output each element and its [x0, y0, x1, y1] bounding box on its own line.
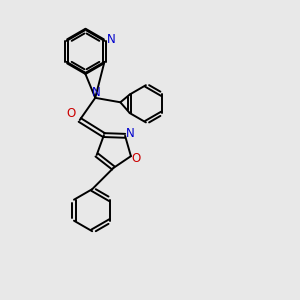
Text: O: O — [131, 152, 141, 165]
Text: N: N — [92, 86, 100, 99]
Text: O: O — [67, 107, 76, 120]
Text: N: N — [126, 127, 135, 140]
Text: N: N — [107, 33, 116, 46]
